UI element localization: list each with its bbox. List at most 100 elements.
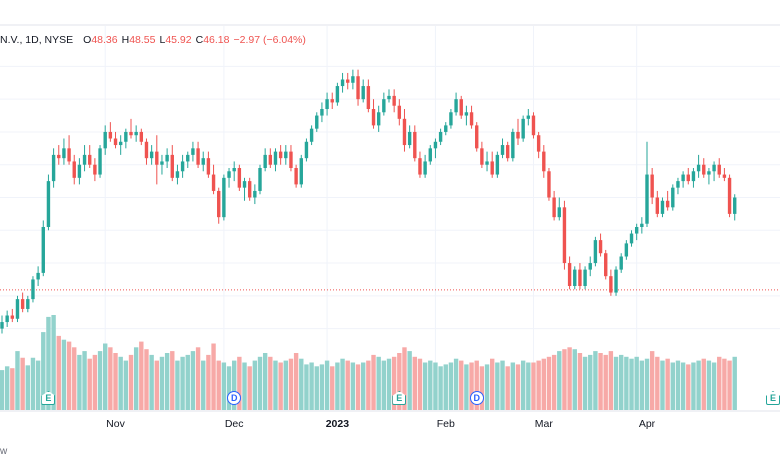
volume-bar <box>412 356 417 410</box>
low-value: 45.92 <box>165 34 192 46</box>
candle <box>26 295 30 313</box>
volume-bar <box>397 353 402 410</box>
candle-body <box>160 161 164 165</box>
candle-body <box>712 164 716 172</box>
volume-bar <box>505 366 510 410</box>
candle-body <box>531 115 536 136</box>
candle <box>505 141 510 162</box>
candle <box>237 164 242 191</box>
candle <box>397 99 402 126</box>
volume-bar <box>660 360 665 410</box>
volume-bar <box>97 351 103 410</box>
candle-body <box>139 131 144 142</box>
earnings-marker[interactable]: E <box>392 391 407 405</box>
candle <box>36 266 40 286</box>
volume-bar <box>634 356 639 410</box>
candle <box>423 154 427 178</box>
candle <box>578 263 582 290</box>
candle-body <box>149 151 154 159</box>
candle-body <box>217 190 221 218</box>
candle <box>351 69 355 90</box>
dividend-marker[interactable]: D <box>227 391 242 405</box>
candle <box>531 112 536 139</box>
candle-body <box>660 200 665 214</box>
candle <box>335 82 340 106</box>
candle <box>645 141 649 227</box>
candle-body <box>155 151 159 165</box>
candle-body <box>51 154 56 182</box>
candle <box>593 236 598 267</box>
volume-bar <box>237 356 242 410</box>
candle-body <box>485 161 489 165</box>
candle <box>57 145 61 165</box>
ohlc-legend[interactable]: N.V., 1D, NYSE O 48.36 H 48.55 L 45.92 C 46.… <box>0 32 306 48</box>
candlestick-series[interactable] <box>0 69 737 334</box>
candle <box>10 308 15 323</box>
candle <box>733 194 737 221</box>
x-tick-label: Mar <box>534 418 553 430</box>
candle <box>263 148 267 172</box>
candle <box>103 125 107 155</box>
candle <box>72 154 76 185</box>
candle-body <box>227 171 231 178</box>
volume-bar <box>252 360 258 410</box>
candle-body <box>93 164 97 175</box>
candle <box>253 184 257 205</box>
volume-bar <box>727 360 732 410</box>
candle-body <box>469 112 474 126</box>
candle <box>67 135 71 165</box>
candle <box>547 168 551 201</box>
candle <box>459 95 463 119</box>
candle <box>82 145 87 172</box>
candle-body <box>320 109 324 116</box>
candle <box>655 190 660 218</box>
candle <box>155 135 159 185</box>
candle <box>118 135 123 155</box>
candle-body <box>371 109 376 126</box>
volume-bar <box>680 362 686 410</box>
candle <box>278 145 283 165</box>
candle <box>552 190 556 221</box>
candle-body <box>438 131 443 142</box>
dividend-marker[interactable]: D <box>469 391 484 405</box>
candle <box>413 125 417 162</box>
candle <box>542 145 546 178</box>
volume-bar <box>422 362 428 410</box>
volume-bar <box>520 360 526 410</box>
candle-body <box>500 145 505 155</box>
volume-bar <box>577 353 583 410</box>
candle-body <box>475 125 479 149</box>
candle-body <box>129 131 133 136</box>
x-tick-label: Feb <box>436 418 455 430</box>
candle-body <box>237 168 242 188</box>
candle <box>727 174 732 218</box>
candle <box>495 151 500 178</box>
candle-body <box>57 154 61 159</box>
candle <box>464 105 469 126</box>
candle-body <box>686 174 690 182</box>
candle <box>366 79 371 113</box>
candle-body <box>629 233 634 244</box>
volume-bar <box>242 362 247 410</box>
candle-body <box>671 187 675 208</box>
candle-body <box>665 200 670 208</box>
volume-bar <box>154 360 159 410</box>
candle-body <box>598 240 603 254</box>
candle <box>387 89 391 103</box>
candle <box>206 151 211 178</box>
candle-body <box>407 131 412 146</box>
volume-bar <box>624 356 629 410</box>
volume-bar <box>366 360 371 410</box>
candle-body <box>41 227 45 273</box>
candle-body <box>387 95 391 100</box>
volume-bar <box>459 360 464 410</box>
candle <box>438 128 443 146</box>
candle <box>77 158 82 185</box>
volume-bar <box>25 365 30 410</box>
candle-body <box>253 190 257 198</box>
candle-body <box>0 322 4 329</box>
earnings-marker[interactable]: E <box>41 391 56 405</box>
volume-bar <box>283 360 288 410</box>
candle-body <box>511 131 515 159</box>
